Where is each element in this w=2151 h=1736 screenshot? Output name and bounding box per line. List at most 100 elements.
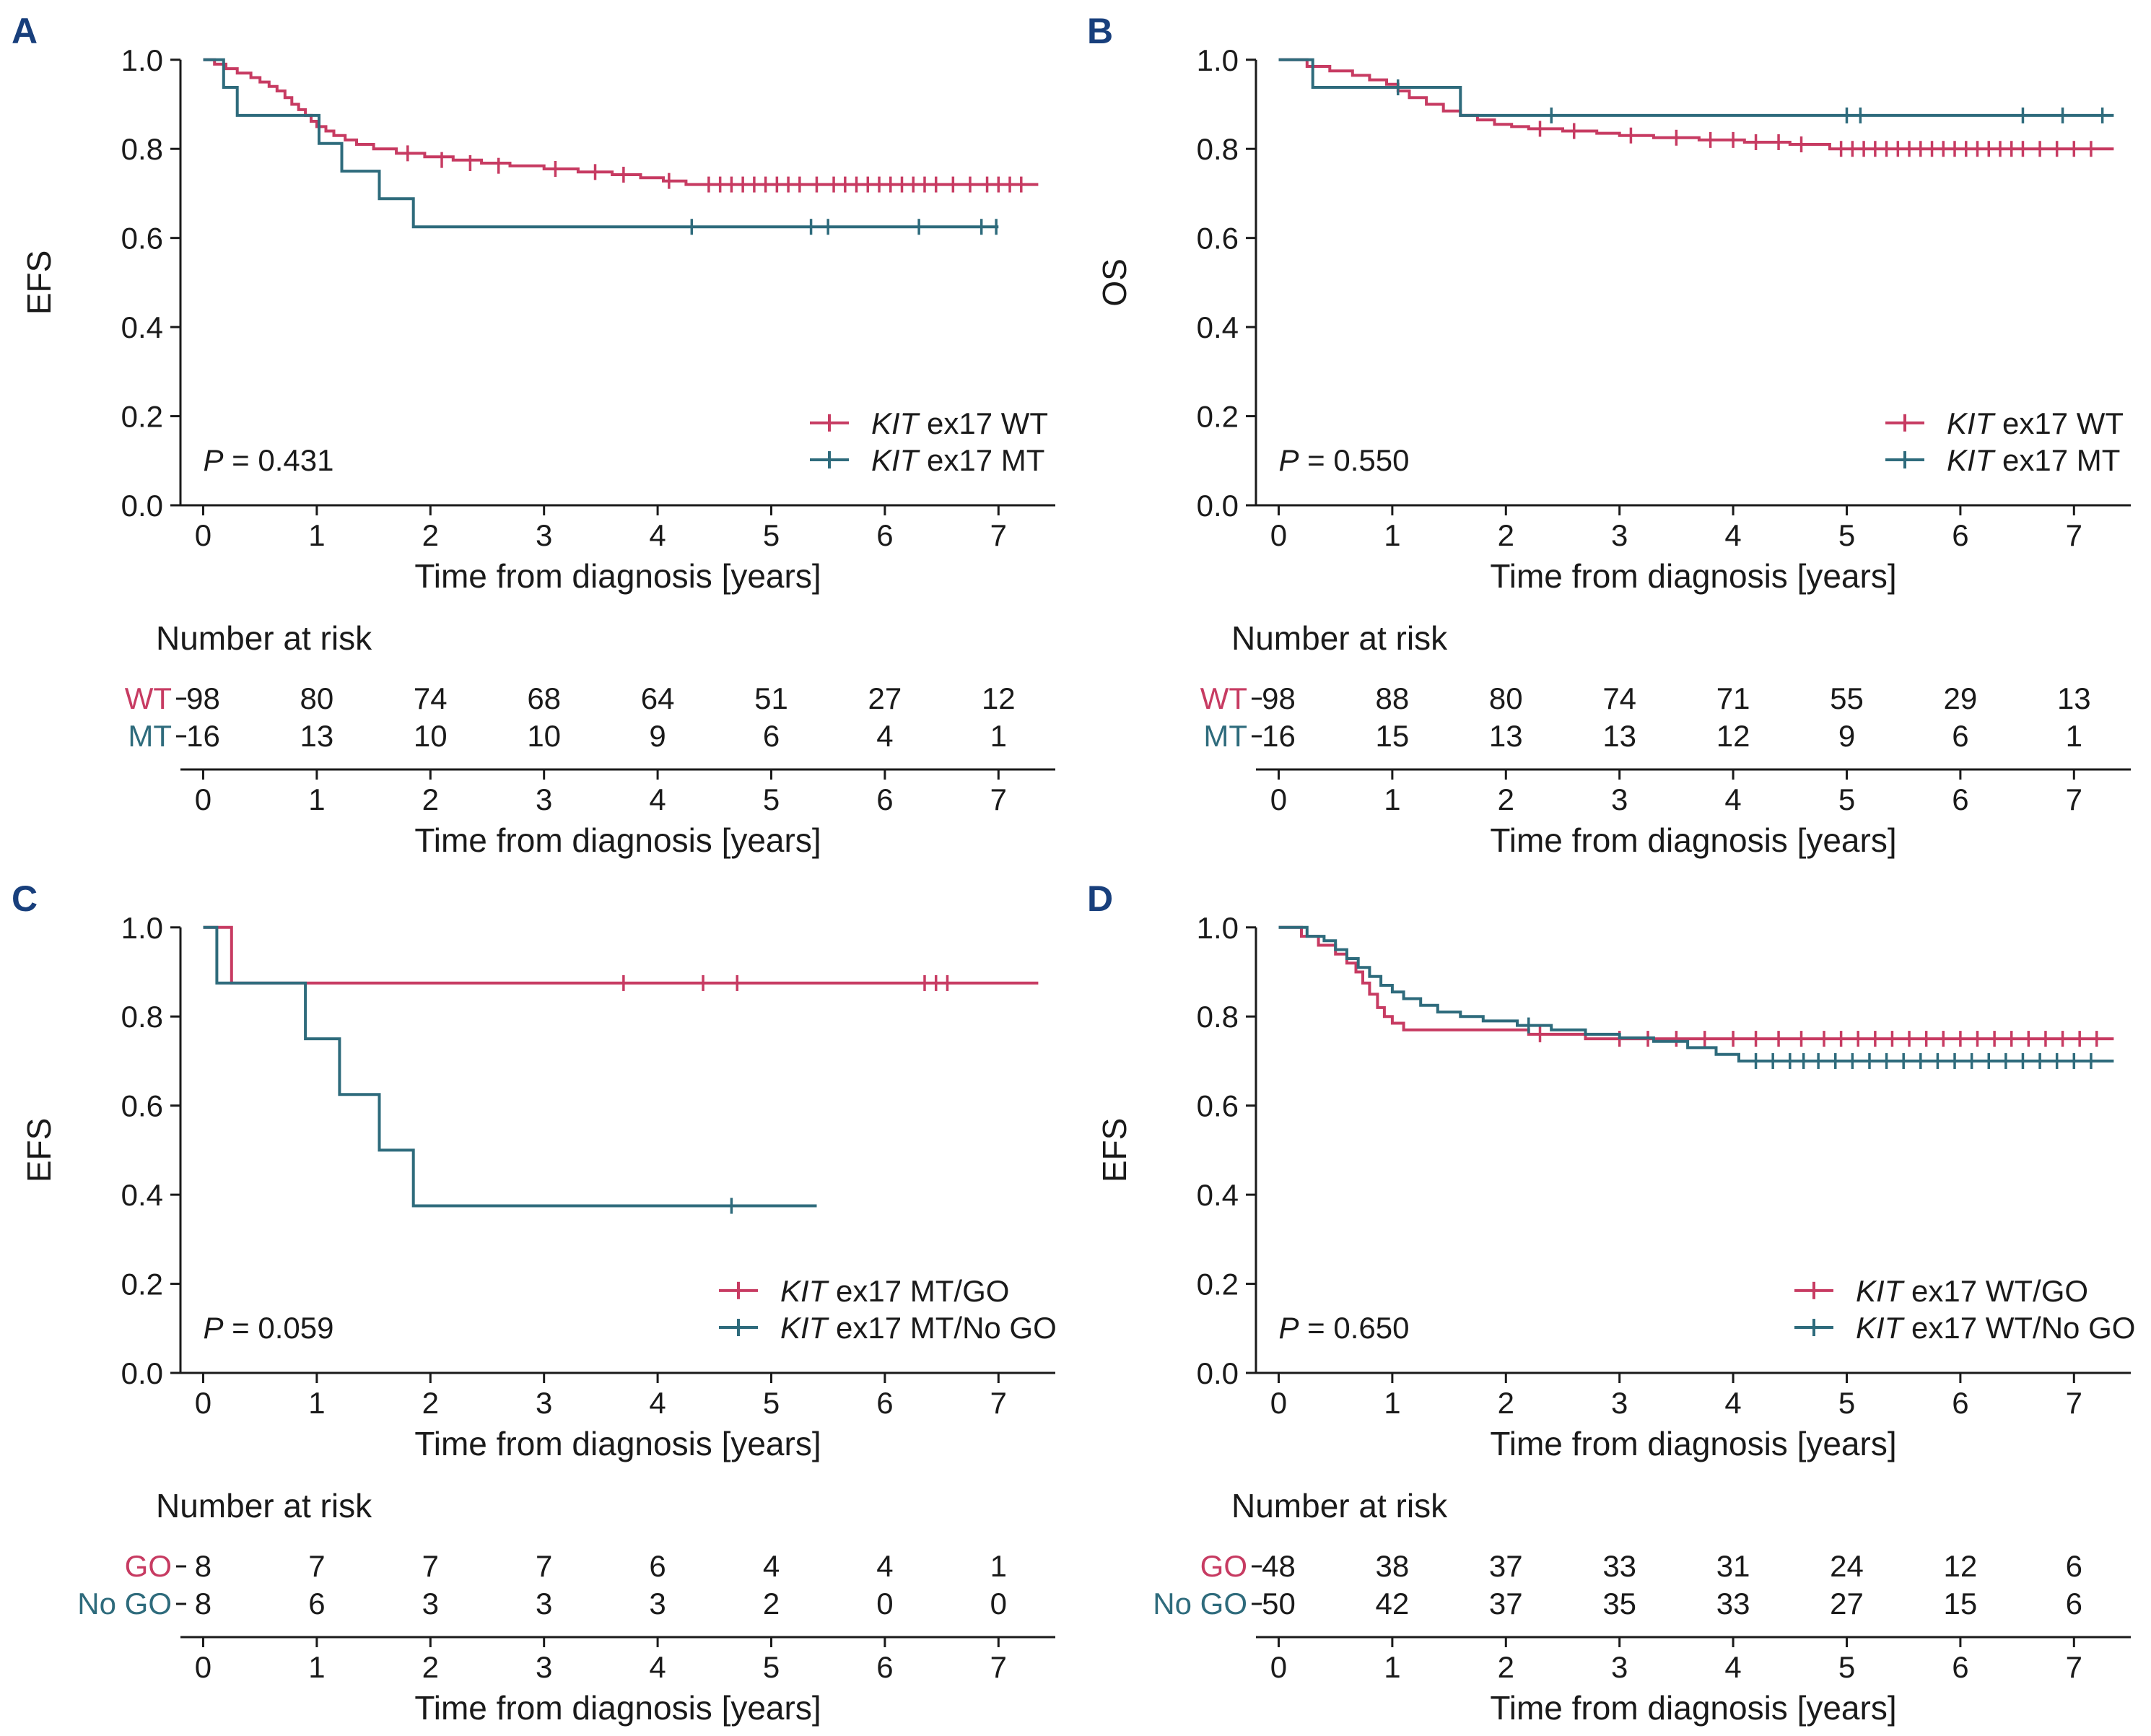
y-tick-label: 0.2 [1197,1268,1239,1301]
risk-x-tick-label: 4 [1724,782,1741,816]
risk-count: 15 [1944,1587,1978,1621]
risk-row-label: GO [1200,1549,1247,1583]
risk-count: 33 [1602,1549,1636,1583]
risk-count: 7 [308,1549,325,1583]
risk-x-axis-title: Time from diagnosis [years] [414,821,821,859]
risk-count: 37 [1489,1587,1523,1621]
risk-count: 7 [536,1549,552,1583]
x-tick-label: 5 [1838,1386,1855,1420]
risk-x-tick-label: 0 [1270,782,1287,816]
risk-count: 80 [300,681,334,715]
legend-label: KIT ex17 WT [871,406,1048,440]
risk-count: 6 [2066,1587,2082,1621]
risk-count: 68 [527,681,561,715]
x-tick-label: 2 [1498,518,1514,552]
risk-count: 98 [1262,681,1296,715]
km-curve [1278,925,2114,1041]
legend-label: KIT ex17 WT [1947,406,2124,440]
x-tick-label: 2 [422,518,439,552]
y-tick-label: 0.4 [121,1178,163,1212]
y-tick-label: 1.0 [121,911,163,945]
km-curve [1278,58,2114,117]
risk-table-title: Number at risk [1231,1487,1448,1525]
risk-row-label: WT [1200,681,1247,715]
y-tick-label: 0.8 [1197,1000,1239,1034]
risk-count: 27 [1830,1587,1864,1621]
y-tick-label: 0.8 [1197,132,1239,166]
x-tick-label: 7 [2066,1386,2082,1420]
risk-count: 0 [990,1587,1007,1621]
risk-x-tick-label: 6 [1952,1650,1968,1684]
risk-count: 16 [186,719,220,753]
x-tick-label: 7 [990,1386,1007,1420]
risk-count: 3 [649,1587,666,1621]
risk-count: 71 [1716,681,1750,715]
risk-row-label: No GO [1153,1587,1247,1621]
x-tick-label: 6 [876,518,893,552]
risk-x-tick-label: 6 [876,1650,893,1684]
y-axis-title: OS [1096,258,1133,306]
risk-x-axis-title: Time from diagnosis [years] [1490,821,1896,859]
x-tick-label: 2 [1498,1386,1514,1420]
risk-x-tick-label: 3 [536,1650,552,1684]
x-tick-label: 3 [1611,1386,1628,1420]
km-curve [1278,58,2114,151]
risk-count: 6 [2066,1549,2082,1583]
risk-x-tick-label: 3 [1611,782,1628,816]
x-tick-label: 1 [1384,518,1400,552]
risk-count: 3 [422,1587,439,1621]
risk-count: 6 [763,719,780,753]
risk-count: 48 [1262,1549,1296,1583]
risk-row-label: MT [128,719,172,753]
risk-x-tick-label: 0 [195,782,211,816]
risk-count: 13 [1489,719,1523,753]
risk-x-tick-label: 7 [2066,1650,2082,1684]
risk-x-tick-label: 2 [1498,1650,1514,1684]
risk-count: 80 [1489,681,1523,715]
risk-row-label: GO [125,1549,172,1583]
x-tick-label: 7 [990,518,1007,552]
y-tick-label: 1.0 [1197,43,1239,77]
risk-x-tick-label: 6 [876,782,893,816]
risk-count: 35 [1602,1587,1636,1621]
panel-label: A [12,11,38,51]
km-curve [203,58,1039,186]
y-tick-label: 0.2 [1197,400,1239,434]
risk-count: 1 [2066,719,2082,753]
y-tick-label: 0.6 [1197,1089,1239,1123]
y-tick-label: 0.0 [1197,489,1239,523]
risk-count: 12 [1944,1549,1978,1583]
risk-x-tick-label: 0 [1270,1650,1287,1684]
risk-x-axis-title: Time from diagnosis [years] [1490,1689,1896,1727]
risk-x-tick-label: 4 [649,1650,666,1684]
panel-label: B [1087,11,1113,51]
x-axis-title: Time from diagnosis [years] [1490,557,1896,595]
risk-x-tick-label: 5 [1838,782,1855,816]
risk-count: 4 [763,1549,780,1583]
risk-x-tick-label: 2 [422,782,439,816]
risk-x-tick-label: 1 [1384,1650,1400,1684]
risk-count: 16 [1262,719,1296,753]
risk-count: 1 [990,719,1007,753]
risk-x-tick-label: 5 [763,1650,780,1684]
y-tick-label: 0.4 [121,310,163,344]
km-curve [203,925,817,1208]
risk-x-tick-label: 2 [422,1650,439,1684]
risk-count: 29 [1944,681,1978,715]
risk-count: 13 [1602,719,1636,753]
x-tick-label: 3 [536,1386,552,1420]
y-tick-label: 0.6 [121,1089,163,1123]
risk-count: 13 [300,719,334,753]
risk-x-tick-label: 4 [649,782,666,816]
legend-label: KIT ex17 WT/No GO [1856,1311,2135,1345]
x-axis-title: Time from diagnosis [years] [1490,1425,1896,1462]
x-tick-label: 6 [1952,1386,1968,1420]
risk-count: 98 [186,681,220,715]
x-tick-label: 4 [1724,1386,1741,1420]
risk-x-tick-label: 0 [195,1650,211,1684]
risk-count: 2 [763,1587,780,1621]
risk-count: 12 [982,681,1016,715]
risk-count: 38 [1376,1549,1410,1583]
risk-count: 50 [1262,1587,1296,1621]
